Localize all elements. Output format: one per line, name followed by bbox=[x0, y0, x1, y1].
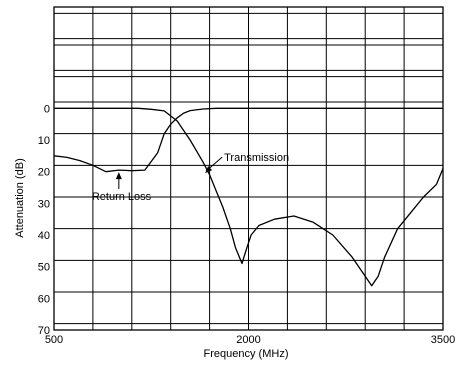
y-tick-label: 20 bbox=[38, 167, 50, 179]
y-tick-label: 10 bbox=[38, 135, 50, 147]
y-tick-label: 60 bbox=[38, 293, 50, 305]
y-tick-label: 40 bbox=[38, 230, 50, 242]
transmission-line bbox=[54, 107, 444, 287]
transmission-arrowhead bbox=[205, 166, 213, 174]
x-axis-title: Frequency (MHz) bbox=[204, 348, 289, 360]
return-loss-arrowhead bbox=[115, 172, 122, 180]
y-tick-label: 0 bbox=[44, 103, 50, 115]
grid bbox=[54, 7, 443, 330]
y-tick-label: 70 bbox=[38, 325, 50, 337]
curves bbox=[53, 107, 444, 287]
x-tick-label: 2000 bbox=[236, 334, 260, 346]
x-tick-label: 3500 bbox=[431, 334, 455, 346]
return-loss-label: Return Loss bbox=[92, 191, 152, 203]
x-tick-label: 500 bbox=[45, 334, 63, 346]
y-axis-title: Attenuation (dB) bbox=[14, 158, 26, 238]
return-loss-line bbox=[53, 107, 443, 173]
annotations: Return Loss Transmission bbox=[92, 152, 289, 203]
y-tick-label: 50 bbox=[38, 262, 50, 274]
y-tick-label: 30 bbox=[38, 198, 50, 210]
transmission-label: Transmission bbox=[224, 152, 289, 164]
